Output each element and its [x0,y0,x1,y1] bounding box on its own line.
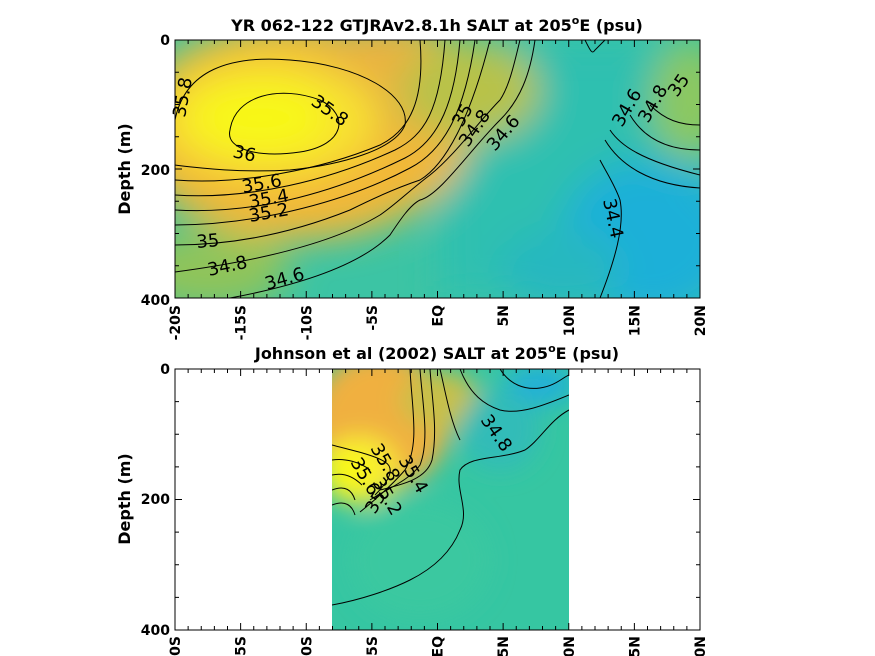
y-tick-label: 0 [160,362,170,378]
x-tick-label: 15N [627,636,643,656]
y-tick-label: 0 [160,33,170,49]
panel-1-contours [175,40,700,298]
panel-2-title: Johnson et al (2002) SALT at 205oE (psu) [254,342,619,363]
x-tick-label: 5N [496,636,512,656]
panel-2: Johnson et al (2002) SALT at 205oE (psu) [115,342,709,656]
x-tick-label: 20N [693,305,709,336]
panel-2-field [332,369,569,630]
x-tick-label: -10S [299,305,315,340]
x-tick-label: 10N [562,636,578,656]
panel-1-minor-ticks [174,39,701,299]
panel-1-x-tick-labels: -20S -15S -10S -5S EQ 5N 10N 15N 20N [168,305,709,340]
x-tick-label: 10N [562,305,578,336]
x-tick-label: -15S [234,305,250,340]
panel-2-contour-labels: 34.8 35.4 35.2 35 35.8 35.6 [346,411,516,519]
x-tick-label: EQ [431,636,447,656]
y-tick-label: 200 [141,163,170,179]
panel-1-field [175,40,700,298]
y-tick-label: 400 [141,293,170,309]
x-tick-label: -15S [234,636,250,656]
contour-label: 35 [196,230,221,253]
x-tick-label: -20S [168,636,184,656]
panel-2-minor-ticks [174,368,701,631]
panel-2-x-tick-labels: -20S -15S -10S -5S EQ 5N 10N 15N 20N [168,636,709,656]
x-tick-label: EQ [431,305,447,327]
x-tick-label: 15N [627,305,643,336]
x-tick-label: -20S [168,305,184,340]
panel-1-title: YR 062-122 GTJRAv2.8.1h SALT at 205oE (p… [230,14,643,35]
panel-1-y-axis-label: Depth (m) [115,123,134,215]
y-tick-label: 200 [141,492,170,508]
x-tick-label: 20N [693,636,709,656]
x-tick-label: -5S [365,636,381,656]
x-tick-label: -10S [299,636,315,656]
panel-2-y-axis-label: Depth (m) [115,453,134,545]
panel-1: YR 062-122 GTJRAv2.8.1h SALT at 205oE (p… [115,14,709,340]
y-tick-label: 400 [141,623,170,639]
contour-label: 36 [231,141,258,166]
panel-2-contours [332,369,569,606]
x-tick-label: -5S [365,305,381,331]
x-tick-label: 5N [496,305,512,326]
